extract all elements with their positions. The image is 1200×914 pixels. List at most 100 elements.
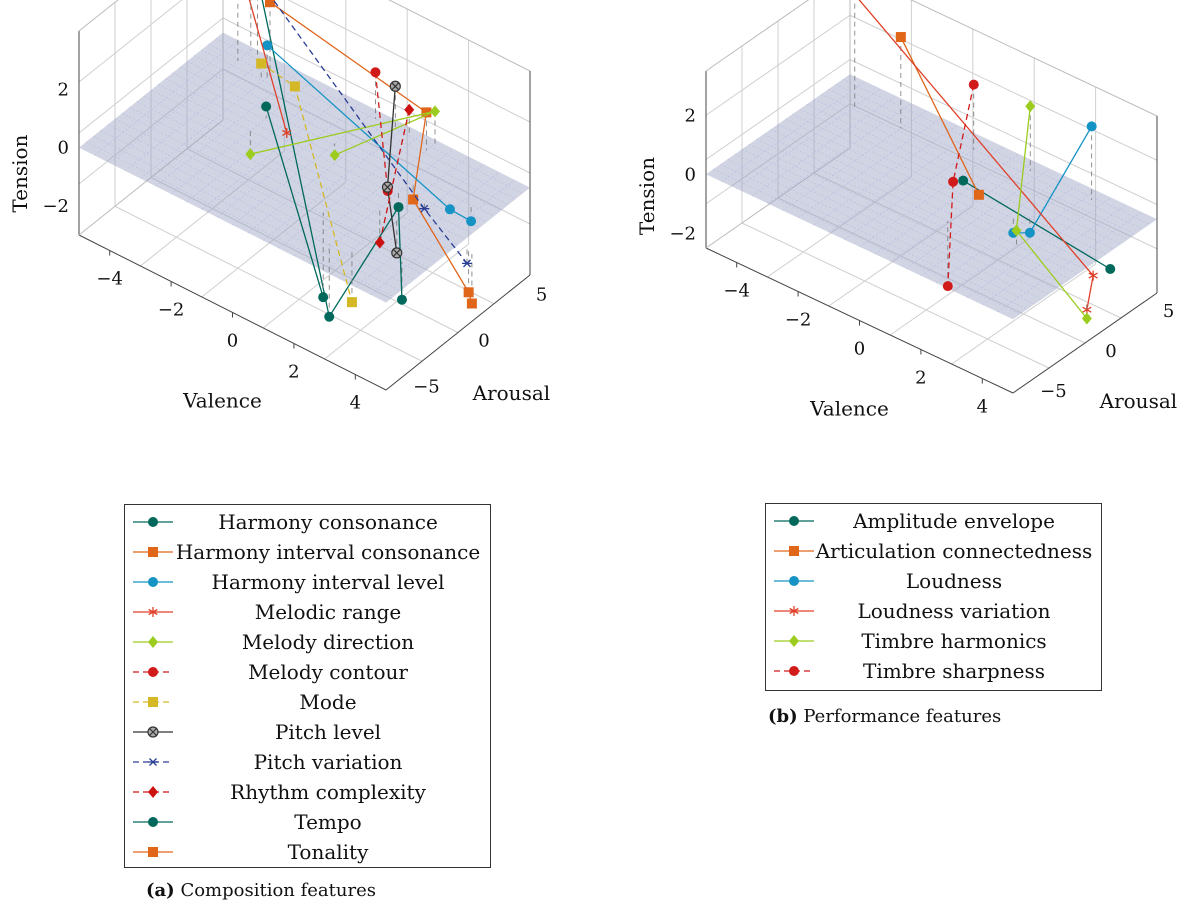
legend-marker-shape [148,847,158,857]
chart-a-y-tick: 5 [536,285,547,306]
chart-b-y-label: Arousal [1099,389,1178,413]
chart-a-x-tick: 0 [227,331,238,352]
chart-a-series-8-line [272,0,468,264]
legend-marker [774,606,814,616]
chart-a-series-5-point [370,67,381,78]
chart-b-series-5-line [947,84,975,287]
legend-entry: Articulation connectedness [766,536,1101,566]
chart-a-caption: (a) Composition features [146,880,376,901]
chart-a-series-9-line [379,109,410,243]
chart-b-x-label: Valence [809,397,889,421]
legend-marker [133,847,173,857]
chart-a-series [237,0,477,322]
legend-marker [774,576,814,586]
chart-a-series-0-point [393,202,404,213]
legend-entry: Pitch level [125,717,490,747]
chart-a-series-7-point [391,247,403,259]
chart-a-series-3-line [248,0,288,134]
legend-entry: Rhythm complexity [125,777,490,807]
legend-label: Loudness [905,569,1003,593]
legend-marker [133,758,173,766]
chart-a-y-tick: −5 [413,377,440,398]
legend-marker-shape [789,546,799,556]
legend-marker [774,666,814,676]
chart-b-series-0-point [1105,264,1116,274]
chart-a-x-tick: 2 [288,362,299,383]
legend-marker [133,667,173,677]
chart-b-series-3-point [1088,270,1098,281]
legend-marker [133,697,173,707]
chart-b-y-tick: 5 [1163,301,1174,322]
legend-label: Melody direction [241,630,415,654]
legend-label: Rhythm complexity [230,780,426,804]
chart-b-plane-grid [713,78,1150,315]
chart-a-series-7-point [389,80,401,92]
chart-b-legend: Amplitude envelope Articulation connected… [765,503,1102,691]
chart-a-series-2-point [262,40,273,51]
legend-label: Melodic range [254,600,402,624]
chart-b-y-tick: 0 [1105,341,1116,362]
legend-label: Harmony consonance [218,510,438,534]
legend-entry: Loudness [766,566,1101,596]
chart-b-series-1-point [973,189,984,200]
chart-a-series-9-point [404,103,415,116]
chart-b-z-label: Tension [635,157,659,235]
chart-b-x-tick: −2 [785,310,812,331]
chart-b-series-0-line [962,180,1111,270]
chart-b-tick-labels: −4 −2 0 2 4 −5 0 5 −2 0 2 [669,105,1174,417]
chart-a-z-label: Tension [8,134,32,212]
chart-a-z-tick: −2 [42,196,69,217]
chart-a-y-tick: 0 [478,331,489,352]
chart-a-series-6-point [256,58,267,69]
chart-a-series-10-point [318,292,329,303]
chart-b-x-tick: 2 [915,368,926,389]
chart-b-caption-text: Performance features [803,706,1002,727]
chart-a-series-1-point [421,107,432,118]
legend-label: Pitch variation [253,750,403,774]
chart-b-series-5-point [948,176,959,187]
chart-b-caption-tag: (b) [768,706,798,727]
chart-b-series-2-point [1024,227,1035,238]
legend-label: Tonality [287,840,369,864]
chart-a-series-9-point [374,236,385,249]
chart-b-x-tick: 4 [977,397,988,418]
chart-a-series-1-point [463,287,474,298]
legend-label: Timbre sharpness [863,659,1045,683]
chart-a-series-1-point [408,194,419,205]
chart-a-series-7-point [381,181,394,193]
chart-a-series-4-point [329,149,340,162]
chart-a-axis-labels: Valence Arousal Tension [8,134,550,412]
legend-marker [133,636,173,648]
chart-a-x-tick: 4 [350,393,361,414]
legend-label: Melody contour [248,660,408,684]
legend-entry: Amplitude envelope [766,506,1101,536]
legend-marker [133,817,173,827]
legend-marker [774,516,814,526]
legend-marker [774,546,814,556]
legend-marker-shape [148,667,158,677]
chart-b-y-tick: −5 [1040,381,1067,402]
legend-marker-shape [148,758,158,766]
chart-a-series-8-point [419,204,430,213]
chart-a-series-2-point [466,216,477,227]
legend-marker-shape [148,636,158,648]
chart-a-plot-area: −4 −2 0 2 4 −5 0 5 −2 0 2 Valence Arousal Tension [8,0,550,414]
chart-b-series-5-point [968,79,979,90]
legend-entry: Harmony interval consonance [125,537,490,567]
legend-entry: Pitch variation [125,747,490,777]
chart-b-series-2-point [1086,121,1097,132]
chart-a-series-2-point [444,204,455,215]
chart-a-caption-text: Composition features [180,880,376,901]
legend-marker-shape [148,817,158,827]
legend-marker-shape [148,517,158,527]
chart-a-series-3-point [282,127,292,138]
chart-a-x-tick: −4 [96,269,123,290]
chart-a-series-0-point [396,294,407,305]
legend-marker-shape [147,726,159,738]
chart-a-series-6-point [346,297,357,308]
chart-b-series-4-point [1011,224,1022,237]
chart-a-series-6-point [289,81,300,92]
chart-a-y-label: Arousal [472,381,551,405]
chart-b-z-tick: 2 [685,105,696,126]
chart-a-series-10-point [261,101,272,112]
